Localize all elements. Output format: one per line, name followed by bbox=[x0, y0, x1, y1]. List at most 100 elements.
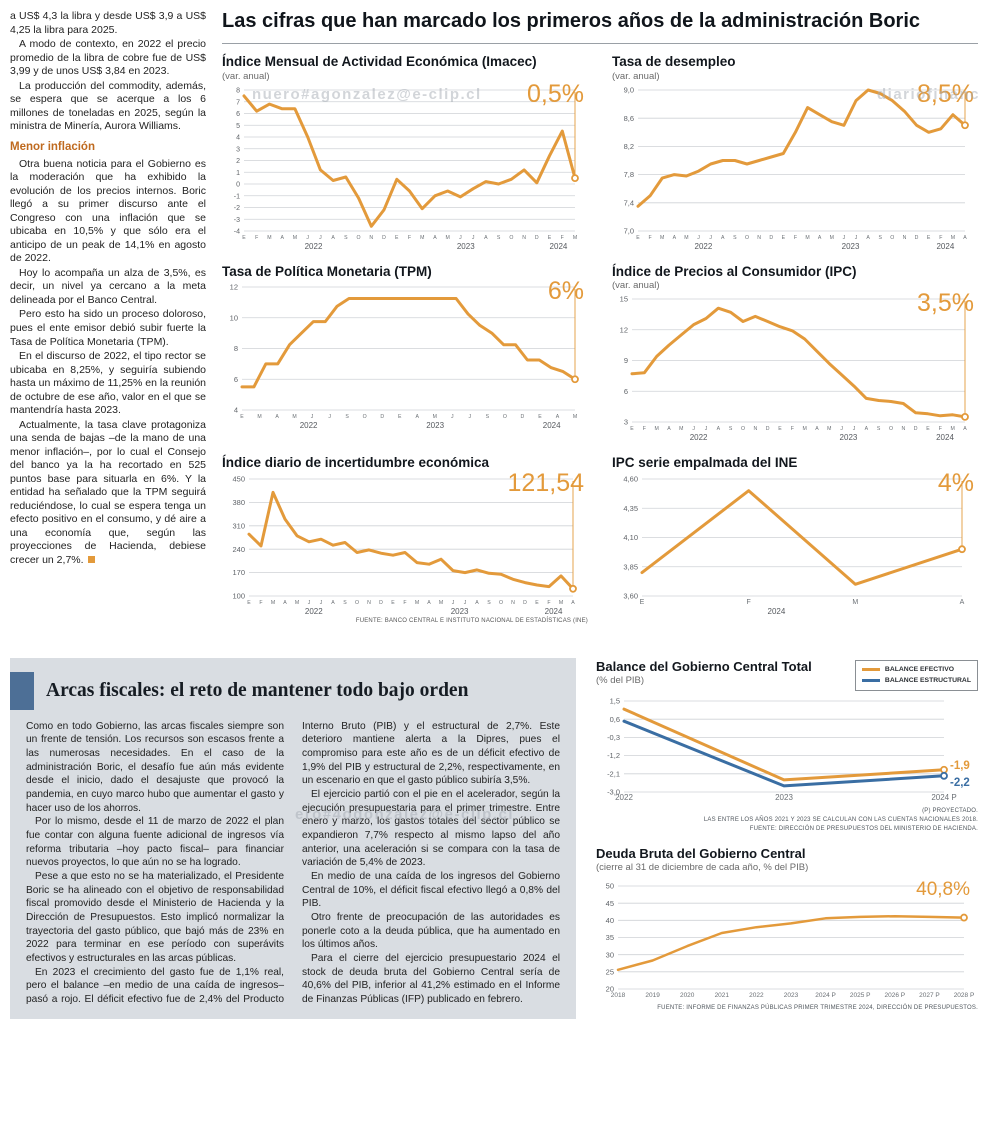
svg-text:N: N bbox=[367, 600, 371, 606]
svg-text:N: N bbox=[903, 235, 907, 241]
svg-text:M: M bbox=[852, 599, 858, 606]
article-paragraph-text: Actualmente, la tasa clave protagoniza u… bbox=[10, 418, 206, 567]
svg-text:A: A bbox=[673, 235, 677, 241]
svg-text:A: A bbox=[571, 600, 575, 606]
svg-text:-1: -1 bbox=[234, 193, 240, 200]
svg-text:J: J bbox=[692, 426, 695, 432]
article-paragraph: a US$ 4,3 la libra y desde US$ 3,9 a US$… bbox=[10, 10, 206, 36]
balance-line-chart: 1,5 0,6 -0,3 -1,2 -2,1 -3,0 2022 2023 2024 P -1,9… bbox=[596, 693, 978, 805]
svg-text:2024: 2024 bbox=[936, 242, 954, 251]
chart-footnote: LAS ENTRE LOS AÑOS 2021 Y 2023 SE CALCUL… bbox=[703, 816, 978, 823]
debt-chart-card: Deuda Bruta del Gobierno Central (cierre… bbox=[596, 846, 978, 1014]
article-paragraph: Hoy lo acompaña un alza de 3,5%, es deci… bbox=[10, 266, 206, 306]
svg-text:8: 8 bbox=[234, 344, 238, 353]
svg-text:A: A bbox=[280, 235, 284, 241]
svg-text:O: O bbox=[890, 235, 894, 241]
svg-text:S: S bbox=[487, 600, 491, 606]
svg-text:4,60: 4,60 bbox=[623, 474, 638, 483]
svg-text:2021: 2021 bbox=[715, 992, 730, 999]
page-title: Las cifras que han marcado los primeros … bbox=[222, 8, 978, 44]
svg-text:M: M bbox=[679, 426, 683, 432]
svg-text:J: J bbox=[308, 600, 311, 606]
chart-big-value: 6% bbox=[547, 277, 584, 306]
svg-text:2024: 2024 bbox=[768, 607, 786, 616]
svg-text:M: M bbox=[655, 426, 659, 432]
svg-text:-3: -3 bbox=[234, 216, 240, 223]
svg-text:J: J bbox=[705, 426, 708, 432]
svg-text:310: 310 bbox=[232, 521, 245, 530]
chart-subtitle: (% del PIB) bbox=[596, 675, 645, 687]
svg-text:F: F bbox=[791, 426, 794, 432]
svg-text:2020: 2020 bbox=[680, 992, 695, 999]
svg-text:M: M bbox=[257, 414, 261, 420]
debt-line-chart: 40,8% 50 45 40 35 30 25 20 2018 2019 2020 2021 2022… bbox=[596, 876, 978, 1002]
article-paragraph: Pese a que esto no se ha materializado, … bbox=[26, 870, 284, 964]
svg-text:7,0: 7,0 bbox=[624, 226, 634, 235]
svg-text:M: M bbox=[573, 235, 577, 241]
svg-text:1: 1 bbox=[236, 169, 240, 176]
svg-text:E: E bbox=[242, 235, 246, 241]
legend-label: BALANCE ESTRUCTURAL bbox=[884, 677, 971, 685]
svg-text:F: F bbox=[939, 426, 942, 432]
svg-text:J: J bbox=[840, 426, 843, 432]
ipc-chart-card: Índice de Precios al Consumidor (IPC) (v… bbox=[612, 264, 978, 444]
svg-text:2022: 2022 bbox=[305, 607, 323, 616]
svg-text:N: N bbox=[753, 426, 757, 432]
svg-text:M: M bbox=[415, 600, 419, 606]
svg-text:A: A bbox=[960, 599, 965, 606]
article-paragraph: A modo de contexto, en 2022 el precio pr… bbox=[10, 38, 206, 78]
svg-text:E: E bbox=[247, 600, 251, 606]
svg-text:S: S bbox=[345, 414, 349, 420]
article-paragraph: Otro frente de preocupación de las autor… bbox=[302, 911, 560, 951]
article-paragraph: En 2023 el crecimiento del gasto fue de … bbox=[26, 720, 560, 1005]
svg-text:2024 P: 2024 P bbox=[931, 793, 956, 802]
svg-text:A: A bbox=[721, 235, 725, 241]
svg-text:F: F bbox=[259, 600, 262, 606]
svg-text:E: E bbox=[926, 426, 930, 432]
svg-text:E: E bbox=[927, 235, 931, 241]
svg-text:9: 9 bbox=[624, 356, 628, 365]
svg-text:S: S bbox=[497, 235, 501, 241]
svg-text:S: S bbox=[486, 414, 490, 420]
article-paragraph: Como en todo Gobierno, las arcas fiscale… bbox=[26, 720, 284, 814]
svg-text:O: O bbox=[363, 414, 367, 420]
svg-text:F: F bbox=[403, 600, 406, 606]
svg-text:4: 4 bbox=[234, 406, 238, 415]
legend-label: BALANCE EFECTIVO bbox=[884, 665, 955, 673]
svg-text:M: M bbox=[271, 600, 275, 606]
svg-text:50: 50 bbox=[606, 882, 614, 891]
svg-text:O: O bbox=[889, 426, 893, 432]
svg-text:A: A bbox=[667, 426, 671, 432]
svg-text:E: E bbox=[240, 414, 244, 420]
svg-text:A: A bbox=[427, 600, 431, 606]
legend-item: BALANCE ESTRUCTURAL bbox=[861, 675, 971, 687]
svg-text:E: E bbox=[630, 426, 634, 432]
svg-text:A: A bbox=[963, 235, 967, 241]
svg-text:5: 5 bbox=[236, 122, 240, 129]
svg-text:F: F bbox=[547, 600, 550, 606]
structural-balance-swatch-icon bbox=[861, 679, 880, 683]
svg-text:7,8: 7,8 bbox=[624, 170, 634, 179]
svg-text:4: 4 bbox=[236, 134, 240, 141]
svg-text:240: 240 bbox=[232, 544, 245, 553]
svg-text:O: O bbox=[499, 600, 503, 606]
svg-text:M: M bbox=[439, 600, 443, 606]
svg-text:35: 35 bbox=[606, 934, 614, 943]
ipc-spliced-chart-card: IPC serie empalmada del INE 4% 4,60 4,35 4… bbox=[612, 455, 978, 624]
svg-text:O: O bbox=[355, 600, 359, 606]
unemployment-chart-card: Tasa de desempleo (var. anual) 8,5% 9,0 8… bbox=[612, 54, 978, 252]
svg-text:-3,0: -3,0 bbox=[607, 787, 620, 796]
chart-title: Índice diario de incertidumbre económica bbox=[222, 455, 490, 471]
svg-text:10: 10 bbox=[230, 313, 238, 322]
svg-text:A: A bbox=[556, 414, 560, 420]
svg-text:6: 6 bbox=[236, 111, 240, 118]
svg-text:4,35: 4,35 bbox=[623, 503, 638, 512]
svg-text:A: A bbox=[963, 426, 967, 432]
svg-text:A: A bbox=[275, 414, 279, 420]
ipc-line-chart: 3,5% 15 12 9 6 3 E F M A M J J A S O N D E F M A M J J A S O N D E F M A… bbox=[612, 291, 978, 443]
svg-text:M: M bbox=[951, 426, 955, 432]
svg-text:2018: 2018 bbox=[611, 992, 626, 999]
svg-text:3: 3 bbox=[624, 418, 628, 427]
chart-big-value: 40,8% bbox=[916, 879, 970, 901]
